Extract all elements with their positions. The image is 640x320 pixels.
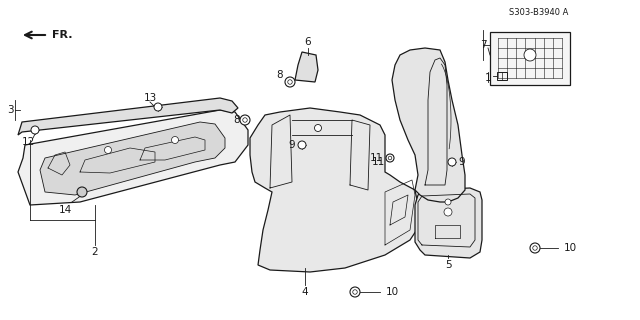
Text: FR.: FR. bbox=[52, 30, 72, 40]
Circle shape bbox=[243, 118, 247, 122]
Circle shape bbox=[298, 141, 306, 149]
Bar bbox=[497, 72, 507, 80]
Text: 4: 4 bbox=[301, 287, 308, 297]
Circle shape bbox=[530, 243, 540, 253]
Circle shape bbox=[154, 103, 162, 111]
Circle shape bbox=[448, 158, 456, 166]
Text: 12: 12 bbox=[21, 137, 35, 147]
Polygon shape bbox=[295, 52, 318, 82]
Text: 14: 14 bbox=[58, 205, 72, 215]
Text: 5: 5 bbox=[445, 260, 451, 270]
Circle shape bbox=[532, 246, 537, 250]
Polygon shape bbox=[392, 48, 465, 202]
Circle shape bbox=[445, 199, 451, 205]
Circle shape bbox=[444, 208, 452, 216]
Circle shape bbox=[288, 80, 292, 84]
Text: 11: 11 bbox=[371, 157, 385, 167]
Text: 7: 7 bbox=[480, 40, 486, 50]
Text: S303-B3940 A: S303-B3940 A bbox=[509, 7, 568, 17]
Text: 2: 2 bbox=[92, 247, 99, 257]
Circle shape bbox=[388, 156, 392, 160]
Circle shape bbox=[386, 154, 394, 162]
Circle shape bbox=[77, 187, 87, 197]
Text: 6: 6 bbox=[305, 37, 311, 47]
Text: 8: 8 bbox=[276, 70, 284, 80]
Circle shape bbox=[353, 290, 357, 294]
Circle shape bbox=[104, 147, 111, 154]
Polygon shape bbox=[415, 188, 482, 258]
Text: 10: 10 bbox=[385, 287, 399, 297]
Text: 9: 9 bbox=[459, 157, 465, 167]
Circle shape bbox=[31, 126, 39, 134]
Polygon shape bbox=[490, 32, 570, 85]
Circle shape bbox=[172, 137, 179, 143]
Text: 3: 3 bbox=[6, 105, 13, 115]
Polygon shape bbox=[18, 110, 248, 205]
Circle shape bbox=[524, 49, 536, 61]
Text: 10: 10 bbox=[563, 243, 577, 253]
Circle shape bbox=[350, 287, 360, 297]
Text: 13: 13 bbox=[143, 93, 157, 103]
Circle shape bbox=[285, 77, 295, 87]
Text: 1: 1 bbox=[484, 73, 492, 83]
Circle shape bbox=[314, 124, 321, 132]
Text: 9: 9 bbox=[289, 140, 295, 150]
Polygon shape bbox=[250, 108, 420, 272]
Polygon shape bbox=[40, 122, 225, 195]
Text: 11: 11 bbox=[369, 153, 383, 163]
Text: 8: 8 bbox=[234, 115, 240, 125]
Polygon shape bbox=[18, 98, 238, 135]
Circle shape bbox=[240, 115, 250, 125]
